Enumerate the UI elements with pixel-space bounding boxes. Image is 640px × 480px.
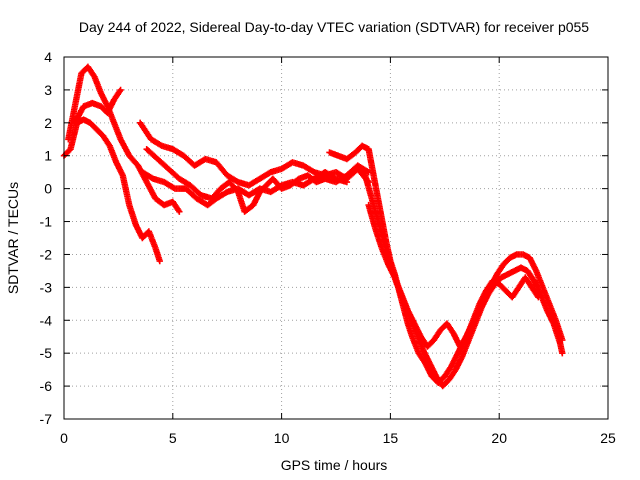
plot-frame [63, 56, 609, 420]
y-tick-label: 3 [44, 82, 52, 98]
x-axis-label: GPS time / hours [281, 457, 388, 473]
y-tick-label: 4 [44, 49, 52, 65]
y-tick-label: -4 [40, 312, 53, 328]
data-point-track-i [535, 294, 542, 301]
data-point-track-a [156, 257, 163, 265]
grid-lines [64, 57, 608, 419]
x-tick-label: 25 [600, 430, 616, 446]
chart-title: Day 244 of 2022, Sidereal Day-to-day VTE… [79, 19, 589, 35]
x-tick-label: 5 [169, 430, 177, 446]
y-tick-label: -2 [40, 246, 53, 262]
y-tick-label: -6 [40, 378, 53, 394]
data-points [60, 63, 566, 390]
y-tick-label: 0 [44, 181, 52, 197]
axis-ticks: 0 5 10 15 20 25 -7 -6 -5 -4 -3 -2 -1 0 1 2 3 4 [40, 49, 616, 446]
y-tick-label: -3 [40, 279, 53, 295]
data-point-track-f [343, 178, 351, 186]
data-point-track-b [176, 208, 183, 215]
x-tick-label: 20 [491, 430, 507, 446]
data-point-track-c [117, 86, 124, 94]
y-tick-label: -7 [40, 411, 53, 427]
y-tick-label: -1 [40, 214, 53, 230]
y-axis-label: SDTVAR / TECUs [5, 182, 21, 294]
y-tick-label: -5 [40, 345, 53, 361]
x-tick-label: 0 [60, 430, 68, 446]
y-tick-label: 1 [44, 148, 52, 164]
y-tick-label: 2 [44, 115, 52, 131]
data-point-track-h [559, 349, 566, 357]
x-tick-label: 15 [383, 430, 399, 446]
x-tick-label: 10 [274, 430, 290, 446]
